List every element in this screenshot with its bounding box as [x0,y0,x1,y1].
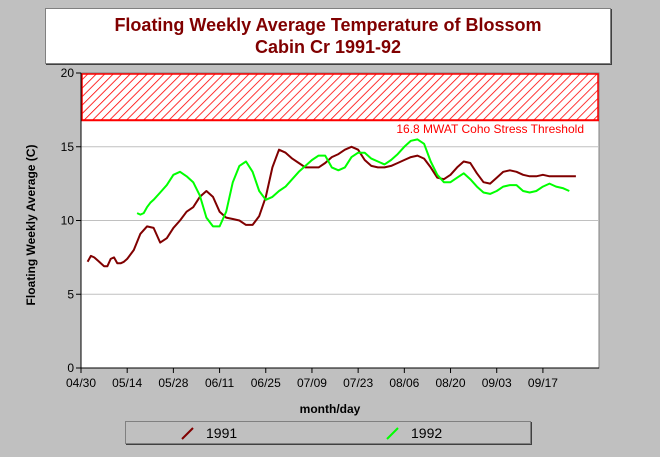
legend-swatch-1992 [386,426,399,440]
series-line-1992 [136,138,570,228]
series-line-1991 [86,145,576,268]
chart-title-line-1: Floating Weekly Average Temperature of B… [114,15,542,35]
y-tick-label-20: 20 [61,66,75,80]
x-tick-label-05-28: 05/28 [158,376,188,390]
y-tick-label-5: 5 [67,287,74,301]
legend: 1991 1992 [125,421,531,444]
y-tick-label-0: 0 [67,361,74,375]
x-tick-label-07-23: 07/23 [343,376,373,390]
threshold-hatch-band [82,74,598,121]
x-axis-label: month/day [299,402,361,416]
x-tick-label-09-17: 09/17 [528,376,558,390]
x-tick-label-08-06: 08/06 [389,376,419,390]
x-tick-label-05-14: 05/14 [112,376,142,390]
x-tick-label-06-11: 06/11 [205,376,234,390]
x-tick-label-07-09: 07/09 [297,376,327,390]
legend-item-1992: 1992 [383,422,442,443]
threshold-label: 16.8 MWAT Coho Stress Threshold [396,122,584,136]
legend-item-1991: 1991 [178,422,237,443]
legend-label-1991: 1991 [206,424,238,441]
x-tick-label-04-30: 04/30 [66,376,96,390]
x-tick-label-06-25: 06/25 [251,376,281,390]
x-tick-label-09-03: 09/03 [482,376,512,390]
x-tick-label-08-20: 08/20 [436,376,466,390]
y-tick-label-10: 10 [61,214,75,228]
y-tick-label-15: 15 [61,140,75,154]
legend-label-1992: 1992 [411,424,443,441]
chart-title-line-2: Cabin Cr 1991-92 [254,37,402,57]
chart-title-box: Floating Weekly Average Temperature of B… [45,8,611,64]
y-axis-label: Floating Weekly Average (C) [24,144,38,306]
legend-swatch-1991 [181,426,194,440]
threshold-band-border [81,73,599,121]
